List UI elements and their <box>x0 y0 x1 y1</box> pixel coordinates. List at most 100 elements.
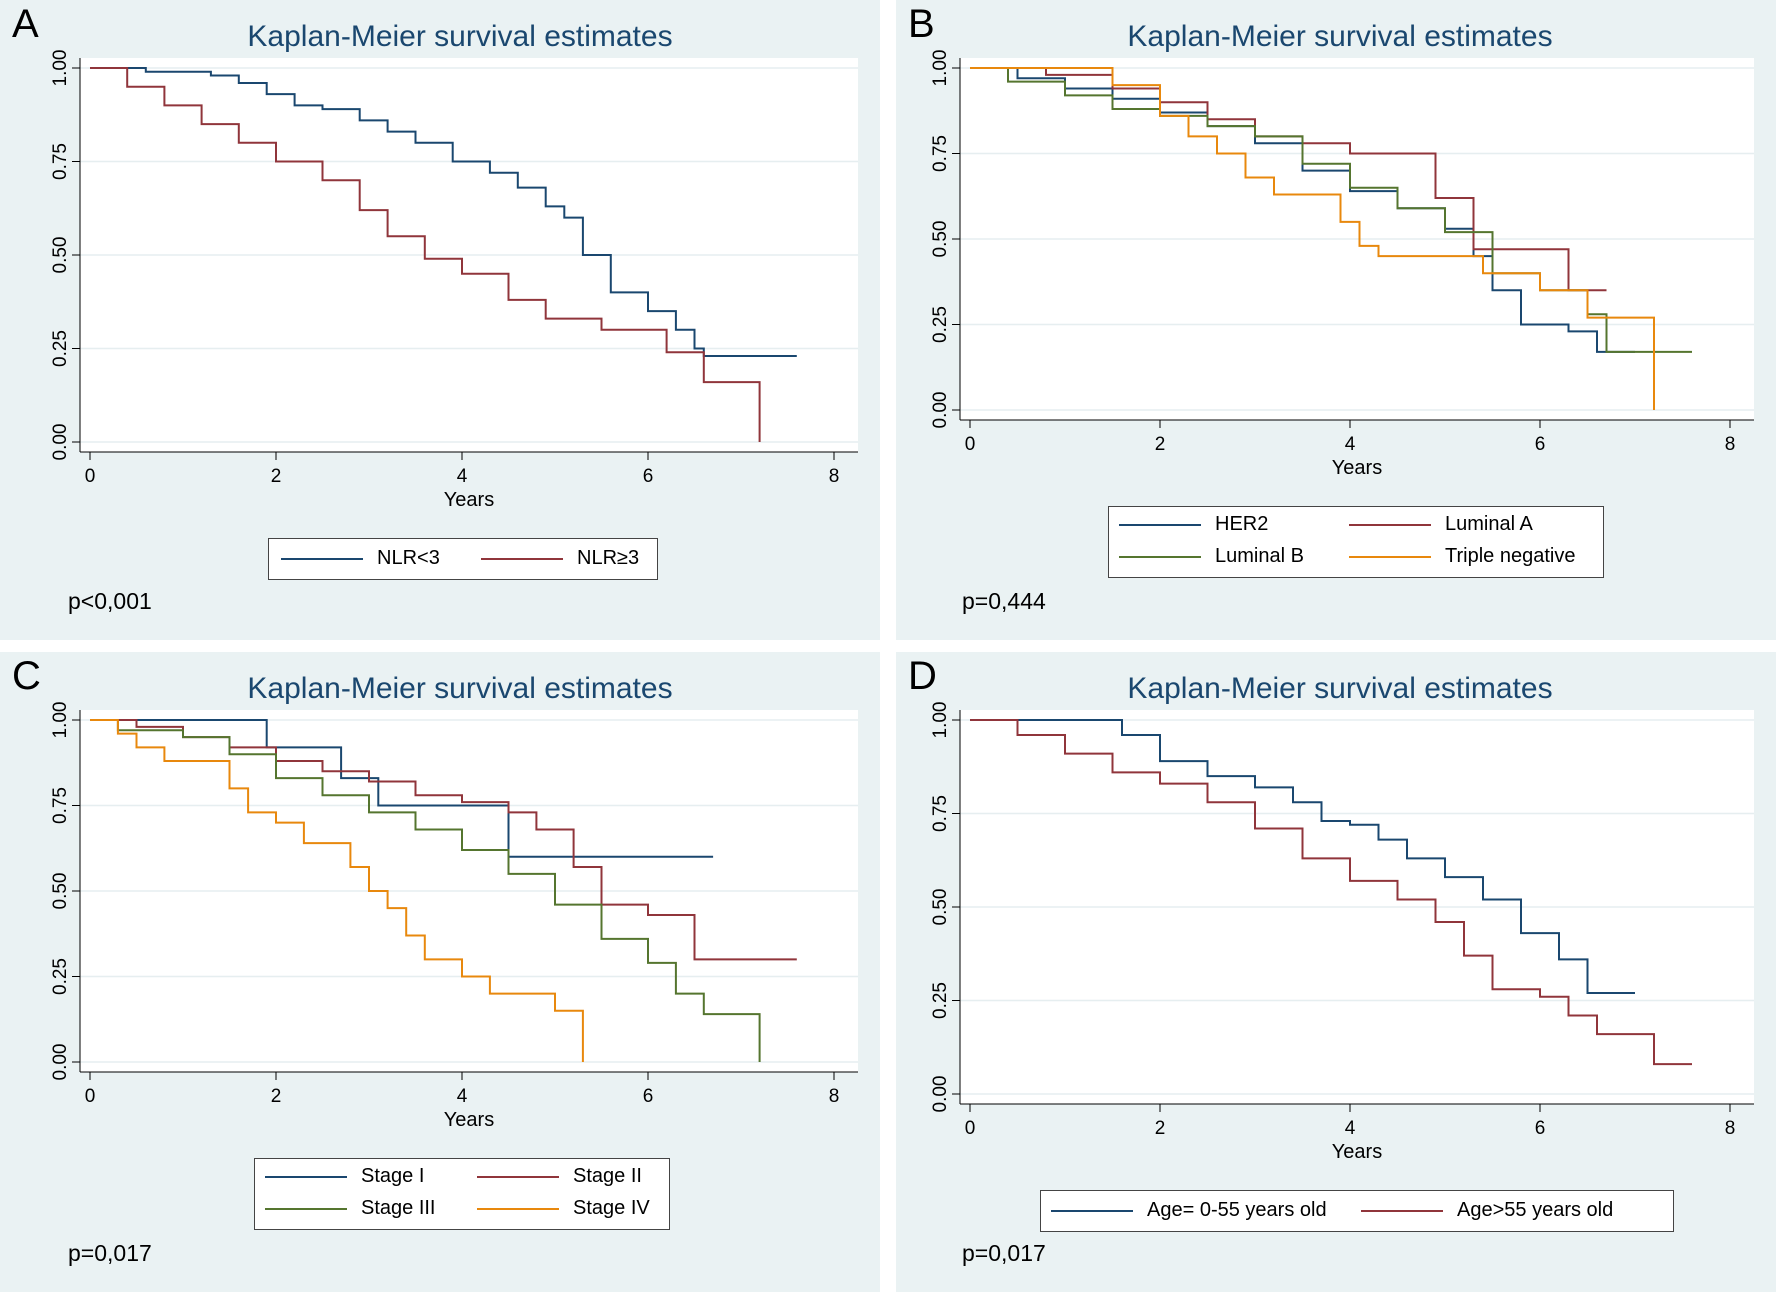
x-tick-label: 4 <box>1345 1118 1356 1139</box>
panel-d: 0.00 0.25 0.50 0.75 1.00 0 2 4 6 8 Years D Kaplan-… <box>896 652 1776 1292</box>
panel-letter-c: C <box>12 654 41 698</box>
y-tick-label: 1.00 <box>930 702 951 739</box>
km-curve-age-55-years-old <box>970 719 1692 1066</box>
y-tick-label: 0.25 <box>930 982 951 1019</box>
y-tick-label: 0.00 <box>50 424 71 461</box>
legend-item-her2: HER2 <box>1119 513 1268 536</box>
legend-item-luminal-b: Luminal B <box>1119 545 1304 568</box>
y-tick-label: 0.00 <box>50 1044 71 1081</box>
legend-line-stage-3 <box>265 1207 347 1210</box>
legend-label-age-young: Age= 0-55 years old <box>1147 1199 1327 1221</box>
chart-c-svg: 0.00 0.25 0.50 0.75 1.00 0 2 4 6 8 Years <box>50 702 858 1131</box>
x-axis-title: Years <box>444 1109 494 1131</box>
x-tick-label: 8 <box>1725 434 1736 455</box>
panel-letter-b: B <box>908 2 935 46</box>
chart-b-title: Kaplan-Meier survival estimates <box>1127 20 1553 53</box>
x-tick-label: 6 <box>1535 434 1546 455</box>
y-tick-label: 0.50 <box>50 237 71 274</box>
km-curve-age-0-55-years-old <box>970 719 1635 995</box>
legend-line-age-young <box>1051 1209 1133 1212</box>
y-tick-label: 0.00 <box>930 392 951 429</box>
legend-line-nlr-high <box>481 557 563 560</box>
legend-line-luminal-a <box>1349 523 1431 526</box>
chart-d-title: Kaplan-Meier survival estimates <box>1127 672 1553 705</box>
y-tick-label: 0.50 <box>930 889 951 926</box>
legend-item-triple-negative: Triple negative <box>1349 545 1575 568</box>
legend-item-stage-1: Stage I <box>265 1165 424 1188</box>
panel-letter-d: D <box>908 654 937 698</box>
legend-line-age-old <box>1361 1209 1443 1212</box>
panel-c: 0.00 0.25 0.50 0.75 1.00 0 2 4 6 8 Years C Kaplan-… <box>0 652 880 1292</box>
x-tick-label: 6 <box>643 1086 654 1107</box>
panel-letter-a: A <box>12 2 39 46</box>
chart-a-title: Kaplan-Meier survival estimates <box>247 20 673 53</box>
y-tick-label: 1.00 <box>50 50 71 87</box>
y-tick-label: 0.25 <box>930 306 951 343</box>
chart-b-p-value: p=0,444 <box>962 588 1046 614</box>
chart-c-title: Kaplan-Meier survival estimates <box>247 672 673 705</box>
x-tick-label: 0 <box>965 434 976 455</box>
legend-item-stage-3: Stage III <box>265 1197 436 1220</box>
legend-label-triple-negative: Triple negative <box>1445 545 1576 567</box>
legend-line-stage-1 <box>265 1175 347 1178</box>
y-tick-label: 0.75 <box>50 787 71 824</box>
y-tick-label: 0.75 <box>930 135 951 172</box>
y-tick-label: 0.25 <box>50 330 71 367</box>
chart-a-p-value: p<0,001 <box>68 588 152 614</box>
x-tick-label: 2 <box>271 466 282 487</box>
chart-a-legend: NLR<3 NLR≥3 <box>268 538 658 580</box>
legend-line-nlr-low <box>281 557 363 560</box>
legend-label-stage-4: Stage IV <box>573 1197 650 1219</box>
chart-c-p-value: p=0,017 <box>68 1240 152 1266</box>
km-curve-stage-i <box>90 719 714 858</box>
legend-label-stage-1: Stage I <box>361 1165 425 1187</box>
y-tick-label: 0.75 <box>50 143 71 180</box>
km-curve-stage-iii <box>90 719 761 1062</box>
panel-b: 0.00 0.25 0.50 0.75 1.00 0 2 4 6 8 Years B Kaplan-… <box>896 0 1776 640</box>
legend-item-nlr-low: NLR<3 <box>281 547 440 570</box>
x-tick-label: 0 <box>85 466 96 487</box>
km-curve-nlr-3 <box>90 67 761 442</box>
x-tick-label: 4 <box>1345 434 1356 455</box>
x-tick-label: 6 <box>1535 1118 1546 1139</box>
x-tick-label: 2 <box>1155 434 1166 455</box>
x-axis-title: Years <box>1332 1141 1382 1163</box>
legend-label-stage-2: Stage II <box>573 1165 642 1187</box>
km-curve-stage-iv <box>90 719 584 1062</box>
legend-item-nlr-high: NLR≥3 <box>481 547 639 570</box>
x-tick-label: 4 <box>457 466 468 487</box>
panel-a: 0.00 0.25 0.50 0.75 1.00 0 2 4 6 8 Years A Kaplan-… <box>0 0 880 640</box>
legend-label-nlr-high: NLR≥3 <box>577 547 640 569</box>
x-tick-label: 0 <box>85 1086 96 1107</box>
legend-label-nlr-low: NLR<3 <box>377 547 440 569</box>
y-tick-label: 1.00 <box>930 50 951 87</box>
x-axis-title: Years <box>1332 457 1382 479</box>
x-tick-label: 8 <box>829 466 840 487</box>
x-tick-label: 0 <box>965 1118 976 1139</box>
legend-item-age-young: Age= 0-55 years old <box>1051 1199 1327 1222</box>
x-tick-label: 8 <box>1725 1118 1736 1139</box>
legend-label-luminal-b: Luminal B <box>1215 545 1304 567</box>
x-axis-title: Years <box>444 489 494 511</box>
legend-line-her2 <box>1119 523 1201 526</box>
km-curve-nlr-3 <box>90 67 797 357</box>
chart-a-svg: 0.00 0.25 0.50 0.75 1.00 0 2 4 6 8 Years <box>50 50 858 511</box>
chart-c-legend: Stage I Stage II Stage III Stage IV <box>254 1158 670 1230</box>
chart-d-legend: Age= 0-55 years old Age>55 years old <box>1040 1190 1674 1232</box>
x-tick-label: 8 <box>829 1086 840 1107</box>
y-tick-label: 0.50 <box>930 221 951 258</box>
x-tick-label: 4 <box>457 1086 468 1107</box>
y-tick-label: 0.00 <box>930 1076 951 1113</box>
chart-d-svg: 0.00 0.25 0.50 0.75 1.00 0 2 4 6 8 Years <box>930 702 1754 1163</box>
legend-item-stage-4: Stage IV <box>477 1197 650 1220</box>
legend-item-age-old: Age>55 years old <box>1361 1199 1613 1222</box>
chart-b-svg: 0.00 0.25 0.50 0.75 1.00 0 2 4 6 8 Years <box>930 50 1754 479</box>
legend-line-stage-4 <box>477 1207 559 1210</box>
chart-d-p-value: p=0,017 <box>962 1240 1046 1266</box>
legend-line-luminal-b <box>1119 555 1201 558</box>
y-tick-label: 0.75 <box>930 795 951 832</box>
chart-b-legend: HER2 Luminal A Luminal B Triple negative <box>1108 506 1604 578</box>
legend-item-stage-2: Stage II <box>477 1165 642 1188</box>
km-curve-triple-negative <box>970 67 1655 410</box>
legend-label-her2: HER2 <box>1215 513 1269 535</box>
